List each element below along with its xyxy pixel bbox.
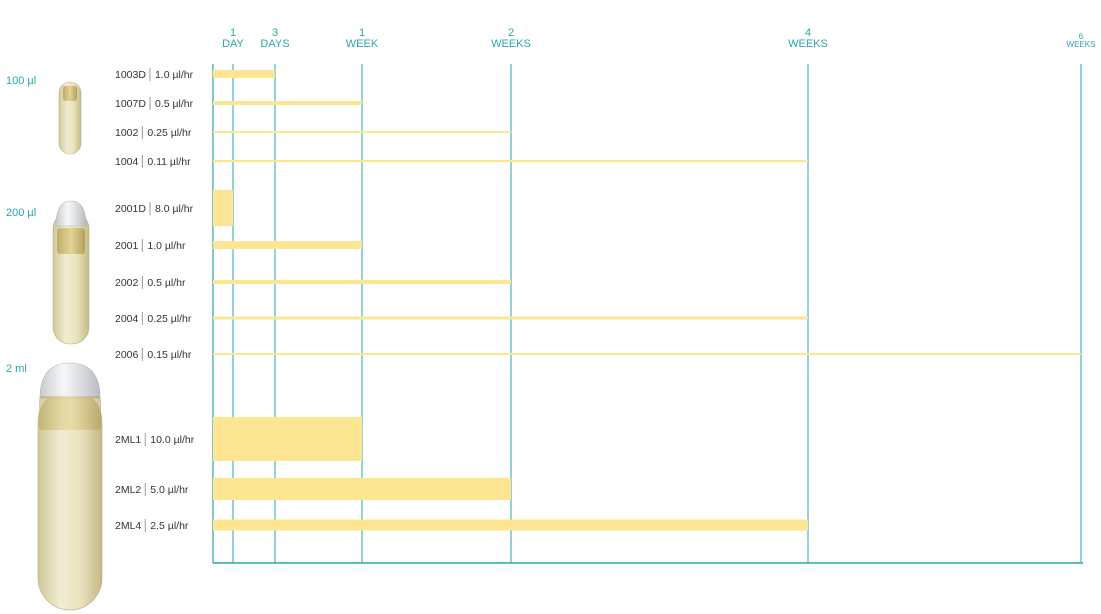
bar-2ML2 [213,478,511,500]
bar-2001 [213,241,362,249]
pump-size-labels: 100 µl 200 µl 2 ml [6,75,36,375]
flow-rate-2002: 0.5 µl/hr [147,277,186,289]
model-name-2004: 2004 [115,313,139,325]
bar-1007D [213,101,362,105]
flow-rate-2ML1: 10.0 µl/hr [150,434,194,446]
flow-rate-2004: 0.25 µl/hr [147,313,191,325]
tick-label-5: 6 WEEKS [1067,32,1096,49]
model-name-2001: 2001 [115,240,139,252]
model-name-2001D: 2001D [115,203,146,215]
model-labels: 1003D 1.0 µl/hr 1007D 0.5 µl/hr 1002 0.25 µl/… [115,68,195,532]
bars [213,70,1081,531]
flow-rate-2006: 0.15 µl/hr [147,349,191,361]
model-name-1003D: 1003D [115,69,146,81]
bar-1004 [213,160,808,162]
model-name-2ML2: 2ML2 [115,484,141,496]
bar-1003D [213,70,275,78]
bar-2ML1 [213,417,362,461]
flow-rate-2001D: 8.0 µl/hr [155,203,194,215]
tick-label-2: 1 WEEK [346,27,379,50]
bar-2006 [213,353,1081,355]
pump-size-label-1: 200 µl [6,207,36,219]
pump-100ul-image [58,81,82,155]
model-name-1007D: 1007D [115,98,146,110]
flow-rate-2ML2: 5.0 µl/hr [150,484,189,496]
bar-2ML4 [213,519,808,531]
tick-label-0: 1 DAY [222,27,244,50]
flow-rate-1002: 0.25 µl/hr [147,127,191,139]
model-name-1004: 1004 [115,156,139,168]
model-name-1002: 1002 [115,127,139,139]
pump-200ul-image [52,200,90,345]
pump-size-label-2: 2 ml [6,363,27,375]
tick-label-4: 4 WEEKS [788,27,828,50]
model-name-2ML4: 2ML4 [115,520,141,532]
model-name-2006: 2006 [115,349,139,361]
bar-2001D [213,190,233,226]
pump-2ml-image [37,362,103,611]
flow-rate-2001: 1.0 µl/hr [147,240,186,252]
pump-illustrations [37,81,103,611]
tick-label-3: 2 WEEKS [491,27,531,50]
flow-rate-1003D: 1.0 µl/hr [155,69,194,81]
bar-2002 [213,280,511,284]
pump-size-label-0: 100 µl [6,75,36,87]
flow-rate-1004: 0.11 µl/hr [147,156,191,168]
x-axis-tick-labels: 1 DAY 3 DAYS 1 WEEK 2 WEEKS 4 WEEKS 6 WEEKS [222,27,1095,50]
bar-2004 [213,316,808,320]
bar-1002 [213,131,511,133]
flow-rate-1007D: 0.5 µl/hr [155,98,194,110]
model-name-2002: 2002 [115,277,139,289]
flow-rate-2ML4: 2.5 µl/hr [150,520,189,532]
model-name-2ML1: 2ML1 [115,434,141,446]
tick-label-1: 3 DAYS [260,27,289,50]
